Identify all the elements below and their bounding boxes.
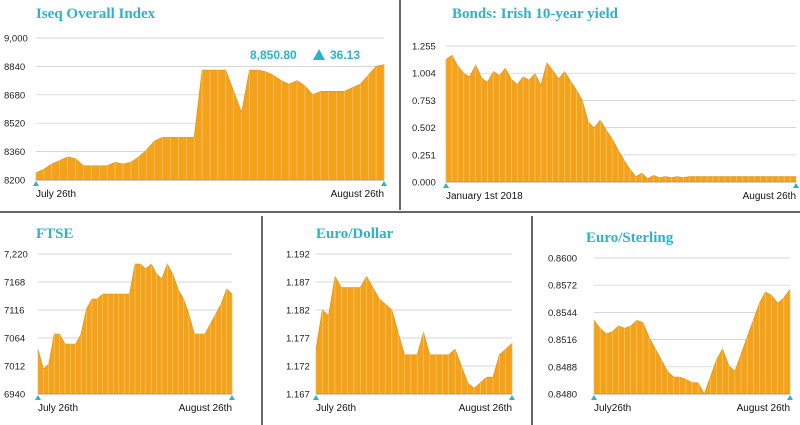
series-area bbox=[593, 288, 791, 395]
y-tick-label: 1.172 bbox=[286, 362, 310, 373]
x-start-label: July 26th bbox=[36, 189, 76, 200]
y-tick-label: 1.182 bbox=[286, 306, 310, 317]
x-end-marker-icon bbox=[787, 395, 793, 400]
y-tick-label: 7168 bbox=[4, 278, 25, 289]
y-tick-label: 8360 bbox=[4, 147, 25, 158]
x-start-marker-icon bbox=[443, 183, 449, 188]
x-end-label: August 26th bbox=[743, 191, 796, 202]
y-tick-label: 1.004 bbox=[412, 69, 436, 80]
ftse-panel: FTSE 7,220 7168 7116 7064 7012 6940 July 26th A… bbox=[4, 226, 235, 414]
iseq-annotation: 8,850.80 36.13 bbox=[250, 48, 360, 62]
panel-title: Iseq Overall Index bbox=[36, 6, 156, 22]
y-tick-label: 7064 bbox=[4, 334, 25, 345]
x-start-label: July26th bbox=[594, 403, 631, 414]
x-start-label: July 26th bbox=[38, 403, 78, 414]
iseq-close-value: 8,850.80 bbox=[250, 48, 297, 62]
y-tick-label: 0.8572 bbox=[548, 281, 577, 292]
y-tick-label: 0.8600 bbox=[548, 254, 577, 265]
y-tick-label: 0.000 bbox=[412, 178, 436, 189]
panel-title: Euro/Sterling bbox=[586, 230, 674, 246]
x-end-label: August 26th bbox=[737, 403, 790, 414]
series-area bbox=[315, 275, 513, 395]
y-tick-label: 7116 bbox=[4, 306, 24, 317]
x-start-marker-icon bbox=[591, 395, 597, 400]
x-end-marker-icon bbox=[509, 395, 515, 400]
y-tick-label: 0.8480 bbox=[548, 390, 577, 401]
up-arrow-icon bbox=[313, 49, 325, 60]
y-tick-label: 1.177 bbox=[286, 334, 310, 345]
y-tick-label: 6940 bbox=[4, 390, 25, 401]
y-tick-label: 8840 bbox=[4, 62, 25, 73]
panel-title: FTSE bbox=[36, 226, 74, 242]
x-start-marker-icon bbox=[33, 181, 39, 186]
y-tick-label: 8520 bbox=[4, 119, 25, 130]
x-end-label: August 26th bbox=[459, 403, 512, 414]
x-end-marker-icon bbox=[381, 181, 387, 186]
euro-dollar-panel: Euro/Dollar 1.192 1.187 1.182 1.177 1.172 1.1… bbox=[286, 226, 515, 414]
y-tick-label: 0.753 bbox=[412, 96, 436, 107]
x-end-marker-icon bbox=[793, 183, 799, 188]
x-start-label: January 1st 2018 bbox=[446, 191, 523, 202]
y-tick-label: 1.255 bbox=[412, 42, 436, 53]
y-tick-label: 0.8544 bbox=[548, 308, 577, 319]
x-end-label: August 26th bbox=[331, 189, 384, 200]
x-end-marker-icon bbox=[229, 395, 235, 400]
y-tick-label: 9,000 bbox=[4, 34, 28, 45]
panel-title: Bonds: Irish 10-year yield bbox=[452, 6, 619, 22]
panel-title: Euro/Dollar bbox=[316, 226, 394, 242]
y-tick-label: 7012 bbox=[4, 362, 25, 373]
y-tick-label: 0.8516 bbox=[548, 335, 577, 346]
euro-sterling-panel: Euro/Sterling 0.8600 0.8572 0.8544 0.8516 0.… bbox=[548, 230, 793, 414]
y-tick-label: 0.8488 bbox=[548, 362, 577, 373]
x-start-label: July 26th bbox=[316, 403, 356, 414]
y-tick-label: 1.192 bbox=[286, 250, 310, 261]
x-end-label: August 26th bbox=[179, 403, 232, 414]
bonds-panel: Bonds: Irish 10-year yield 1.255 1.004 0.7… bbox=[412, 6, 799, 202]
y-tick-label: 1.187 bbox=[286, 278, 310, 289]
y-tick-label: 8200 bbox=[4, 176, 25, 187]
iseq-panel: Iseq Overall Index 9,000 8840 8680 8520 8360… bbox=[4, 6, 387, 200]
y-tick-label: 8680 bbox=[4, 90, 25, 101]
y-tick-label: 7,220 bbox=[4, 250, 28, 261]
series-area bbox=[445, 54, 797, 183]
iseq-change-value: 36.13 bbox=[330, 48, 360, 62]
x-start-marker-icon bbox=[313, 395, 319, 400]
y-tick-label: 1.167 bbox=[286, 390, 310, 401]
y-tick-label: 0.502 bbox=[412, 123, 436, 134]
y-tick-label: 0.251 bbox=[412, 150, 436, 161]
x-start-marker-icon bbox=[35, 395, 41, 400]
